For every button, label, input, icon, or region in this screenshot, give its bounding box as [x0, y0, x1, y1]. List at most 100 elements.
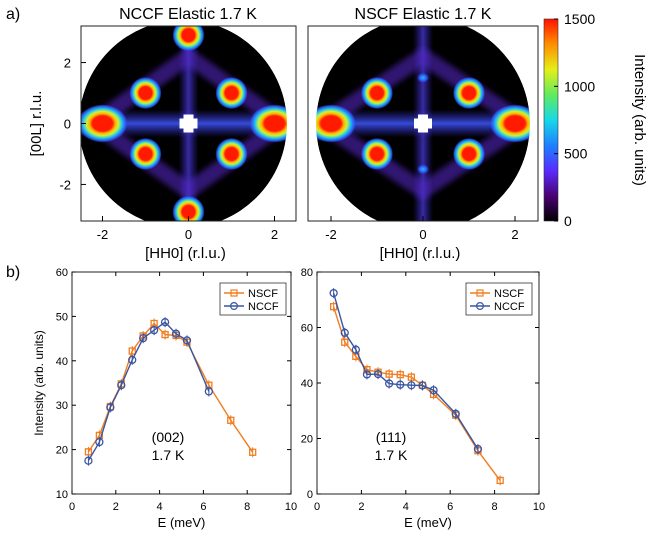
data-point: [418, 381, 427, 390]
data-point: [227, 416, 235, 424]
data-point: [329, 303, 338, 311]
bragg-peak: [361, 77, 393, 110]
beamstop: [418, 114, 428, 133]
y-axis-label: Intensity (arb. units): [32, 330, 46, 435]
map-title: NCCF Elastic 1.7 K: [119, 6, 257, 23]
map-content: [81, 26, 296, 221]
data-point: [329, 288, 338, 298]
x-axis-label: E (meV): [404, 515, 452, 530]
y-tick-label: -2: [59, 177, 71, 192]
legend-box: [219, 282, 287, 316]
x-tick-label: 2: [113, 501, 119, 513]
annotation-text: (002): [152, 429, 185, 445]
data-point: [373, 369, 383, 379]
data-point: [351, 345, 361, 354]
data-point: [341, 338, 349, 346]
chart-002: 0 2 4 6 8 10 10 20 30 40 50 60 E (meV) Intensity (arb…: [32, 267, 297, 530]
annotation-text: (111): [376, 429, 407, 445]
bragg-peak: [308, 104, 356, 143]
bragg-peak: [215, 77, 248, 110]
colorbar-tick-label: 1500: [564, 11, 595, 27]
annotation-text: 1.7 K: [152, 447, 185, 463]
data-point: [139, 334, 148, 343]
map-intensity-layer: [308, 26, 538, 221]
x-tick-label: 10: [533, 501, 545, 513]
data-point: [84, 448, 93, 456]
data-point: [362, 370, 372, 379]
diffuse-diamond: [81, 46, 296, 201]
data-point: [106, 403, 115, 412]
y-tick-label: 0: [307, 489, 313, 501]
y-tick-label: 40: [301, 378, 313, 390]
data-point: [473, 444, 483, 454]
data-point: [95, 437, 104, 447]
weak-peak: [417, 164, 429, 175]
colorbar-tick-label: 0: [564, 213, 572, 229]
x-tick-label: 8: [244, 501, 250, 513]
data-point: [128, 347, 136, 355]
data-point: [407, 381, 416, 390]
x-tick-label: 0: [185, 227, 192, 242]
panel-label-a: a): [6, 6, 20, 23]
y-tick-label: 20: [301, 434, 313, 446]
data-point: [396, 371, 404, 379]
data-point: [249, 448, 257, 456]
legend-marker: [230, 302, 239, 311]
data-point: [340, 328, 349, 337]
legend-marker: [476, 289, 484, 297]
x-tick-label: 4: [403, 501, 409, 513]
data-point: [204, 387, 214, 396]
map-nccf: NCCF Elastic 1.7 K -2 0 2 [HH0] (r.l.u.) 2 0 -2…: [28, 6, 297, 262]
y-tick-label: 50: [56, 311, 68, 323]
bragg-peak: [453, 77, 485, 110]
x-tick-label: 2: [511, 227, 518, 242]
data-point: [84, 456, 93, 465]
legend-label: NSCF: [494, 288, 524, 300]
y-tick-label: 60: [56, 267, 68, 279]
data-point: [384, 379, 394, 388]
x-tick-label: 0: [69, 501, 75, 513]
bragg-peak: [215, 137, 248, 170]
bragg-peak: [249, 104, 296, 143]
diffuse-diamond: [308, 46, 538, 201]
map-intensity-layer: [81, 26, 296, 221]
data-point: [182, 336, 192, 345]
x-tick-label: 4: [157, 501, 163, 513]
legend-box: [465, 282, 533, 316]
annotation-text: 1.7 K: [375, 447, 408, 463]
data-point: [160, 318, 170, 327]
x-tick-label: 6: [447, 501, 453, 513]
y-tick-label: 30: [56, 400, 68, 412]
legend-marker: [476, 302, 485, 311]
data-point: [171, 329, 181, 338]
bragg-peak: [172, 195, 205, 221]
bragg-peak: [129, 137, 162, 170]
series-nccf: [84, 317, 214, 466]
map-title: NSCF Elastic 1.7 K: [355, 6, 492, 23]
map-content: [308, 26, 538, 221]
data-point: [396, 380, 405, 389]
colorbar-tick-label: 1000: [564, 78, 595, 94]
colorbar: 1500 1000 500 0 Intensity (arb. units): [543, 11, 648, 229]
x-axis-label: E (meV): [158, 515, 206, 530]
map-nscf: NSCF Elastic 1.7 K -2 0 2 [HH0] (r.l.u.): [307, 6, 539, 262]
y-tick-label: 10: [56, 489, 68, 501]
x-tick-label: -2: [97, 227, 109, 242]
x-tick-label: 10: [285, 501, 297, 513]
x-axis-label: [HH0] (r.l.u.): [380, 245, 461, 262]
bragg-peak: [490, 104, 538, 143]
data-point: [117, 381, 126, 390]
x-tick-label: 0: [314, 501, 320, 513]
series-nccf: [329, 288, 483, 455]
colorbar-gradient: [543, 18, 559, 222]
y-tick-label: 20: [56, 445, 68, 457]
y-axis-label: [00L] r.l.u.: [28, 91, 45, 157]
legend-label: NCCF: [494, 301, 525, 313]
y-tick-label: 40: [56, 356, 68, 368]
x-axis-label: [HH0] (r.l.u.): [145, 245, 226, 262]
data-point: [496, 476, 504, 485]
